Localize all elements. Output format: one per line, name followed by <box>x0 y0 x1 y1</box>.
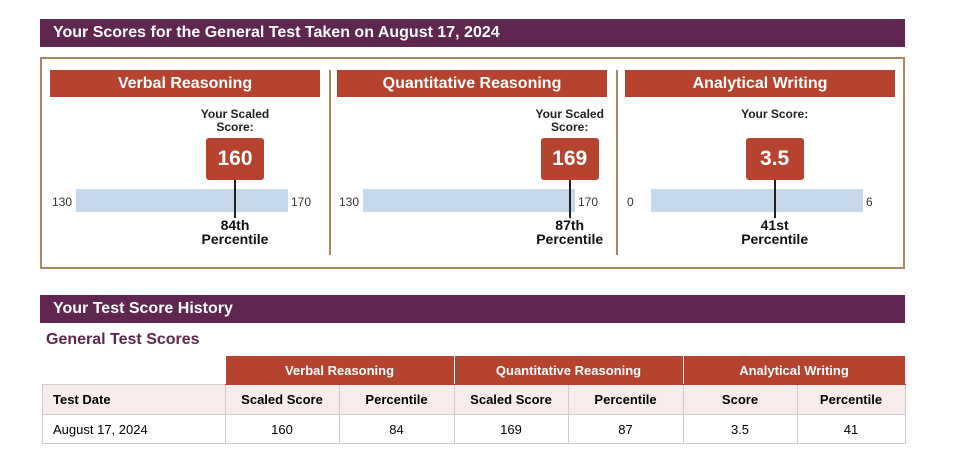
cell: 84 <box>338 414 455 444</box>
col-verbal-percentile: Percentile <box>338 384 455 415</box>
scale-min: 130 <box>339 195 360 209</box>
scale-max: 170 <box>291 195 312 209</box>
group-verbal: Verbal Reasoning <box>224 355 455 385</box>
score-scale-track <box>363 189 575 212</box>
scale-max: 6 <box>866 195 873 209</box>
cell: 3.5 <box>682 414 798 444</box>
score-label: Your Scaled Score: <box>535 107 604 134</box>
percentile-label: 87th Percentile <box>536 217 604 247</box>
cell: 41 <box>796 414 906 444</box>
score-scale-track <box>76 189 288 212</box>
col-quant-score: Scaled Score <box>453 384 569 415</box>
score-panel: Quantitative Reasoning Your Scaled Score… <box>337 70 607 260</box>
score-scale-track <box>651 189 863 212</box>
table-row: August 17, 2024 160 84 169 87 3.5 41 <box>42 414 906 444</box>
col-verbal-score: Scaled Score <box>224 384 340 415</box>
section-header: Verbal Reasoning <box>50 70 320 97</box>
score-label: Your Scaled Score: <box>200 107 270 134</box>
col-quant-percentile: Percentile <box>567 384 684 415</box>
score-history-table: Verbal Reasoning Quantitative Reasoning … <box>42 355 906 444</box>
section-header: Quantitative Reasoning <box>337 70 607 97</box>
score-marker <box>234 180 236 218</box>
scale-min: 0 <box>627 195 634 209</box>
scale-max: 170 <box>578 195 599 209</box>
general-test-scores-heading: General Test Scores <box>46 331 200 348</box>
cell-date: August 17, 2024 <box>42 414 226 444</box>
cell: 169 <box>453 414 569 444</box>
score-bubble: 169 <box>540 138 599 180</box>
score-bubble: 3.5 <box>745 138 804 180</box>
scale-min: 130 <box>52 195 73 209</box>
percentile-label: 84th Percentile <box>201 217 269 247</box>
score-bubble: 160 <box>206 138 264 180</box>
score-panel: Verbal Reasoning Your Scaled Score: 130 … <box>50 70 320 260</box>
score-panel: Analytical Writing Your Score: 0 6 3.5 4… <box>625 70 895 260</box>
cell: 160 <box>224 414 340 444</box>
score-marker <box>773 180 776 218</box>
scores-panel: Verbal Reasoning Your Scaled Score: 130 … <box>40 57 905 269</box>
section-header: Analytical Writing <box>625 70 895 97</box>
col-writing-score: Score <box>682 384 798 415</box>
cell: 87 <box>567 414 684 444</box>
group-quant: Quantitative Reasoning <box>453 355 684 385</box>
panel-divider <box>329 70 331 255</box>
score-marker <box>568 180 571 218</box>
scores-title-bar: Your Scores for the General Test Taken o… <box>40 19 905 47</box>
col-test-date: Test Date <box>42 384 226 415</box>
col-writing-percentile: Percentile <box>796 384 906 415</box>
panel-divider <box>616 70 618 255</box>
group-writing: Analytical Writing <box>682 355 906 385</box>
score-label: Your Score: <box>741 107 809 121</box>
history-title-bar: Your Test Score History <box>40 295 905 323</box>
percentile-label: 41st Percentile <box>741 217 809 247</box>
